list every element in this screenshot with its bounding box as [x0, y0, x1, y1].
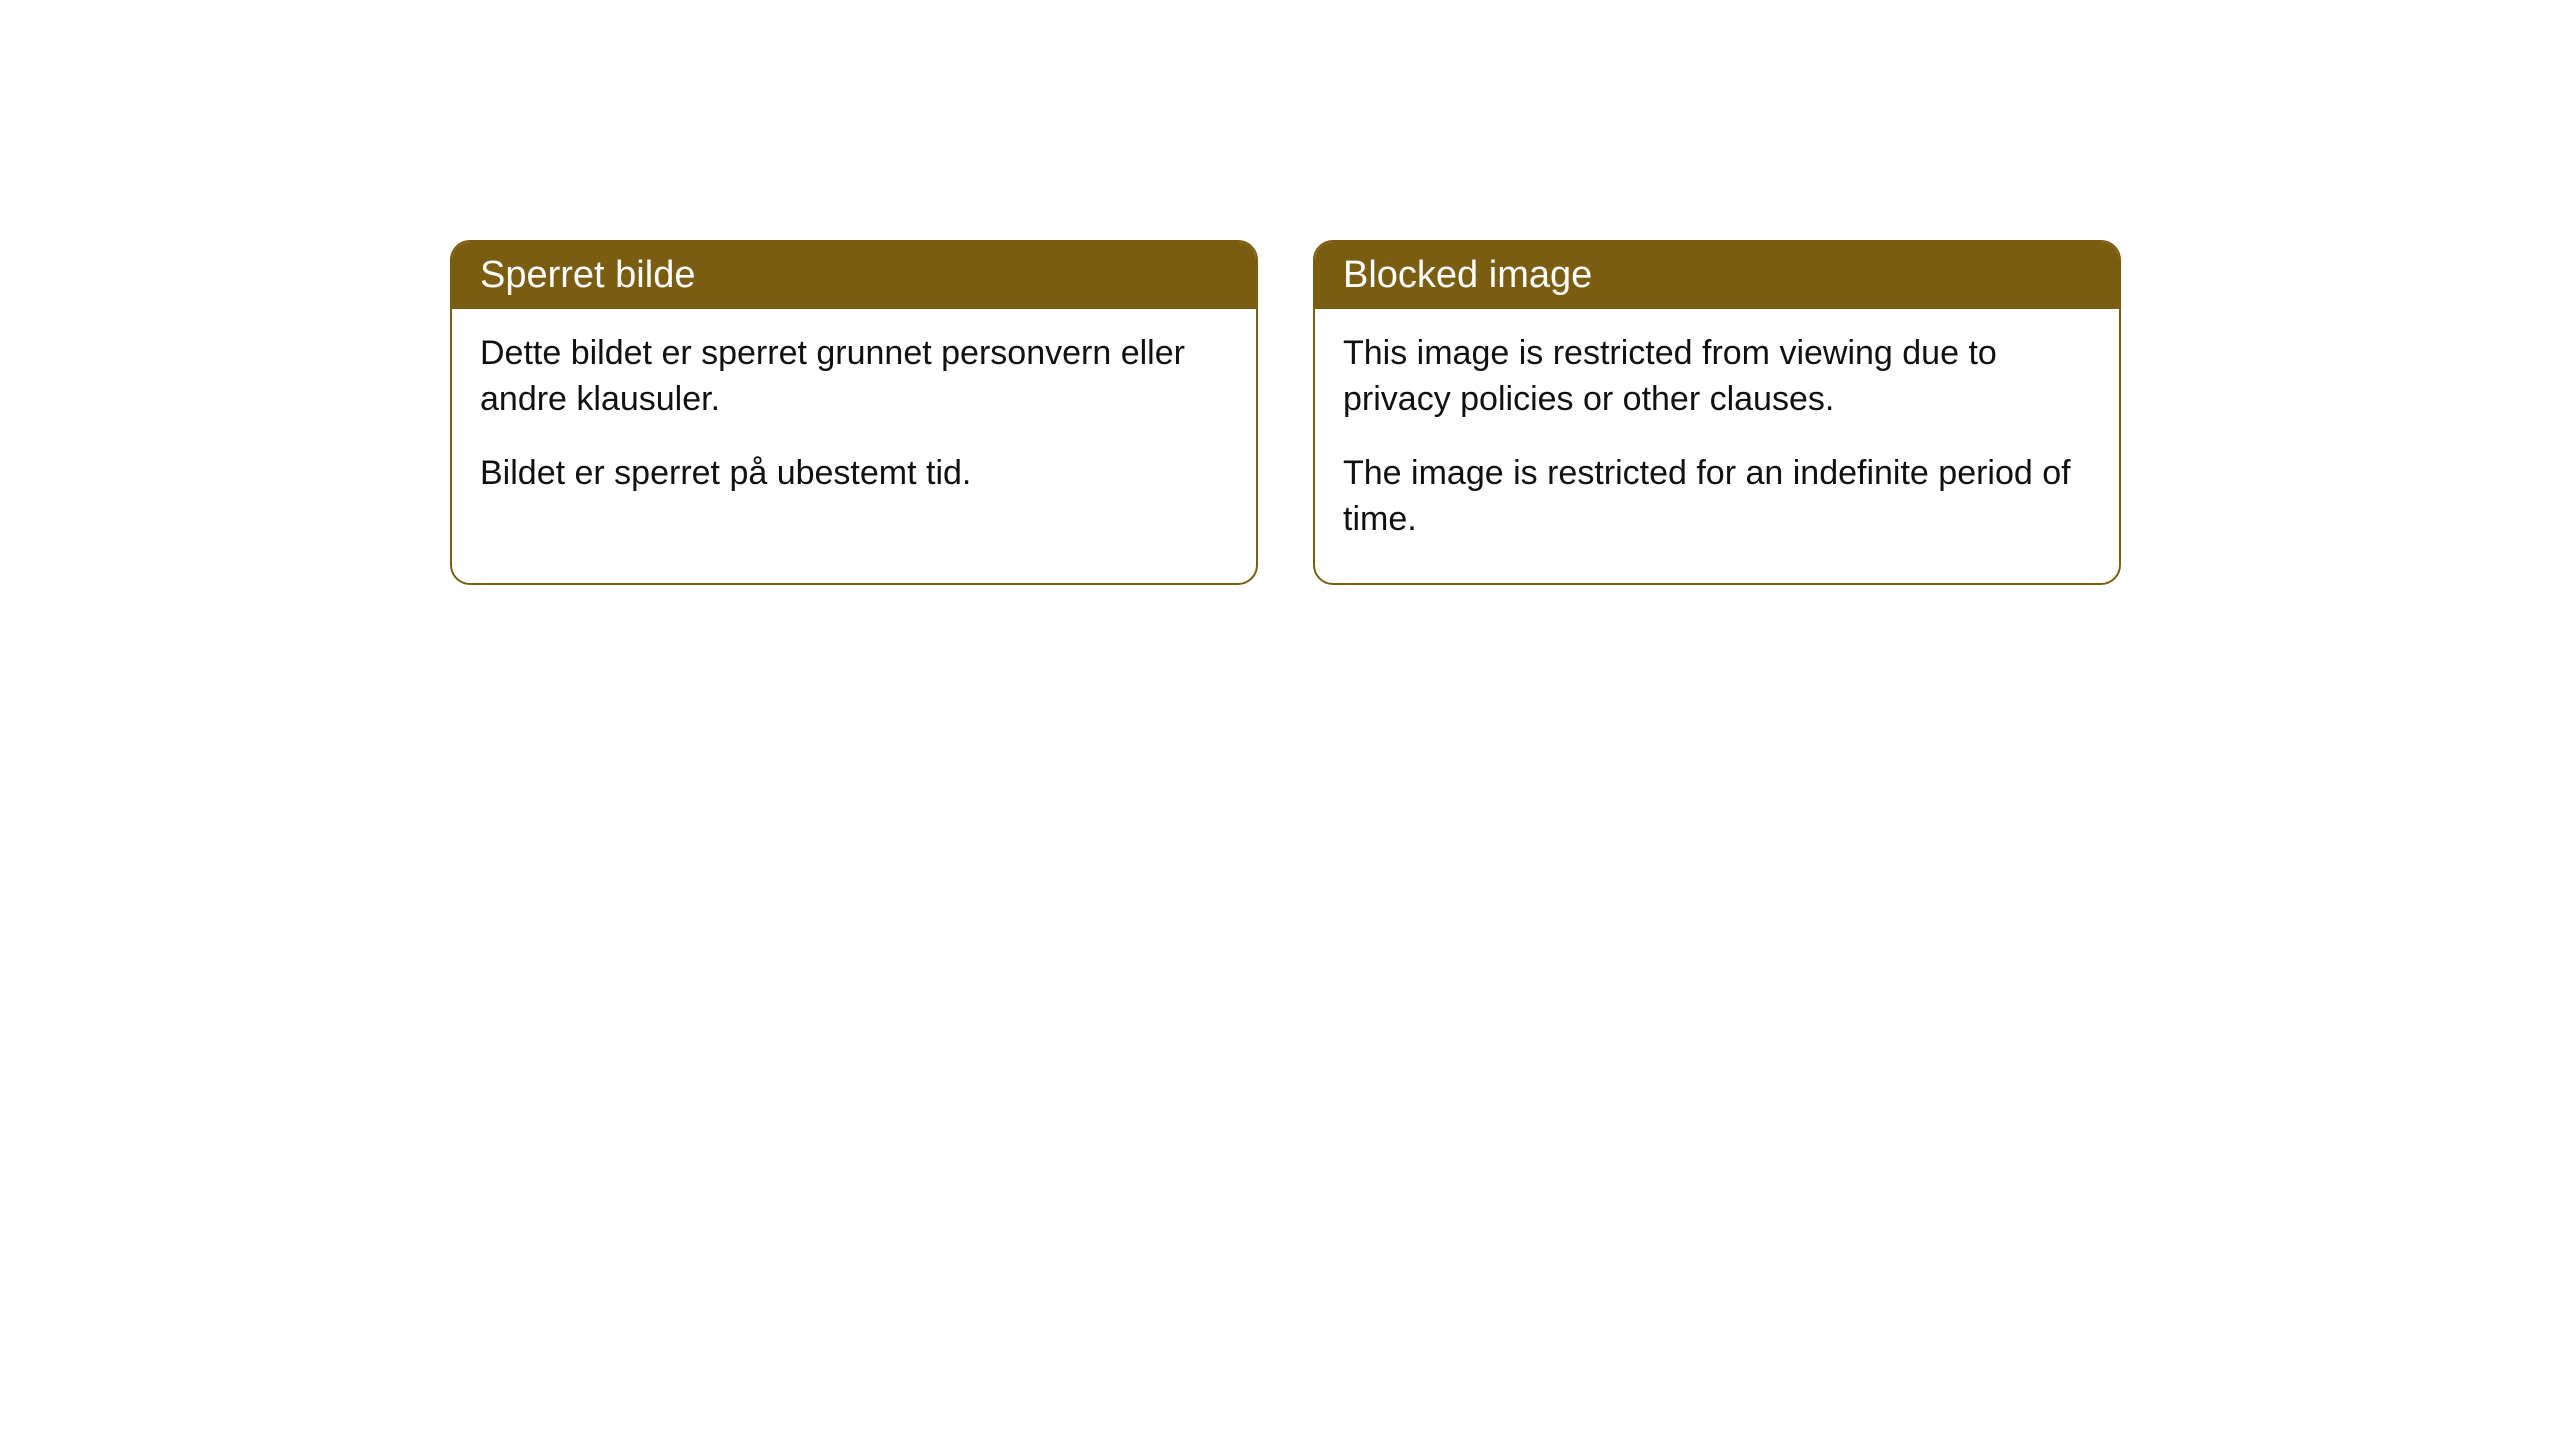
- card-header: Sperret bilde: [452, 242, 1256, 309]
- card-body: This image is restricted from viewing du…: [1315, 309, 2119, 583]
- card-paragraph: Dette bildet er sperret grunnet personve…: [480, 331, 1228, 423]
- card-paragraph: This image is restricted from viewing du…: [1343, 331, 2091, 423]
- card-paragraph: Bildet er sperret på ubestemt tid.: [480, 451, 1228, 497]
- notice-card-norwegian: Sperret bilde Dette bildet er sperret gr…: [450, 240, 1258, 585]
- card-title: Blocked image: [1343, 254, 1592, 296]
- card-title: Sperret bilde: [480, 254, 695, 296]
- card-body: Dette bildet er sperret grunnet personve…: [452, 309, 1256, 537]
- notice-cards-container: Sperret bilde Dette bildet er sperret gr…: [450, 240, 2121, 585]
- notice-card-english: Blocked image This image is restricted f…: [1313, 240, 2121, 585]
- card-paragraph: The image is restricted for an indefinit…: [1343, 451, 2091, 543]
- card-header: Blocked image: [1315, 242, 2119, 309]
